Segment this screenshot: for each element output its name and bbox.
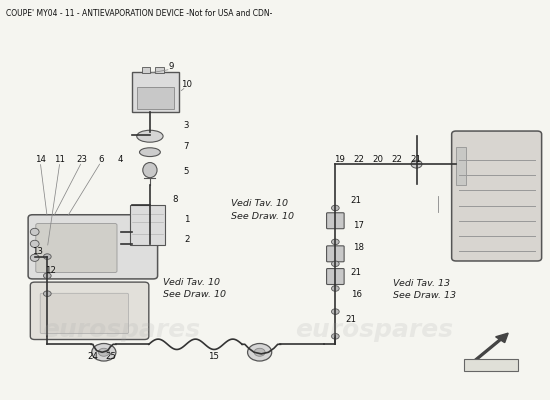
Text: 18: 18 <box>353 243 364 252</box>
Text: 15: 15 <box>208 352 219 361</box>
Text: 23: 23 <box>76 155 87 164</box>
Circle shape <box>411 160 422 168</box>
Text: COUPE' MY04 - 11 - ANTIEVAPORATION DEVICE -Not for USA and CDN-: COUPE' MY04 - 11 - ANTIEVAPORATION DEVIC… <box>6 10 273 18</box>
FancyBboxPatch shape <box>464 360 518 371</box>
FancyBboxPatch shape <box>452 131 542 261</box>
Circle shape <box>332 261 339 266</box>
Text: Vedi Tav. 10
See Draw. 10: Vedi Tav. 10 See Draw. 10 <box>163 278 225 299</box>
FancyBboxPatch shape <box>142 67 151 73</box>
Text: 9: 9 <box>168 62 173 71</box>
Text: Vedi Tav. 13
See Draw. 13: Vedi Tav. 13 See Draw. 13 <box>393 279 456 300</box>
Text: 22: 22 <box>353 155 364 164</box>
Circle shape <box>332 205 339 211</box>
FancyBboxPatch shape <box>28 215 158 279</box>
Text: 21: 21 <box>345 315 356 324</box>
FancyBboxPatch shape <box>133 72 179 112</box>
Text: 22: 22 <box>391 155 402 164</box>
Text: 16: 16 <box>351 290 362 299</box>
Circle shape <box>332 239 339 245</box>
Text: 21: 21 <box>410 155 421 164</box>
Text: 14: 14 <box>35 155 46 164</box>
Text: eurospares: eurospares <box>42 318 200 342</box>
Text: 17: 17 <box>353 222 364 230</box>
FancyBboxPatch shape <box>36 224 117 272</box>
Text: 12: 12 <box>45 266 56 276</box>
Text: 25: 25 <box>105 352 116 361</box>
Ellipse shape <box>137 130 163 142</box>
Circle shape <box>248 344 272 361</box>
Text: 6: 6 <box>98 155 104 164</box>
Text: 2: 2 <box>184 235 190 244</box>
FancyBboxPatch shape <box>456 147 466 185</box>
Text: 21: 21 <box>351 196 362 205</box>
FancyBboxPatch shape <box>130 205 166 245</box>
Circle shape <box>43 291 51 296</box>
Ellipse shape <box>30 240 39 248</box>
FancyBboxPatch shape <box>327 268 344 284</box>
Circle shape <box>43 254 51 259</box>
FancyBboxPatch shape <box>137 87 174 109</box>
FancyBboxPatch shape <box>327 246 344 262</box>
Text: 3: 3 <box>183 120 189 130</box>
Text: 24: 24 <box>87 352 98 361</box>
Text: 10: 10 <box>180 80 191 89</box>
Circle shape <box>332 286 339 291</box>
Text: 20: 20 <box>373 155 384 164</box>
Text: 11: 11 <box>54 155 65 164</box>
Circle shape <box>92 344 116 361</box>
Circle shape <box>332 334 339 339</box>
FancyArrow shape <box>475 333 508 361</box>
Text: Vedi Tav. 10
See Draw. 10: Vedi Tav. 10 See Draw. 10 <box>231 199 294 221</box>
FancyBboxPatch shape <box>30 282 149 340</box>
Ellipse shape <box>30 254 39 261</box>
Ellipse shape <box>143 162 157 178</box>
Text: 1: 1 <box>184 215 190 224</box>
Text: 13: 13 <box>32 247 43 256</box>
Text: 19: 19 <box>334 155 345 164</box>
FancyBboxPatch shape <box>40 293 129 334</box>
Text: 4: 4 <box>118 155 123 164</box>
Text: 21: 21 <box>351 268 362 277</box>
Text: 7: 7 <box>183 142 189 151</box>
Circle shape <box>332 309 339 314</box>
Text: 5: 5 <box>183 167 189 176</box>
Circle shape <box>254 348 265 356</box>
Text: eurospares: eurospares <box>295 318 453 342</box>
Circle shape <box>43 273 51 278</box>
Circle shape <box>98 348 109 356</box>
FancyBboxPatch shape <box>327 213 344 229</box>
Text: 8: 8 <box>172 196 178 204</box>
FancyBboxPatch shape <box>156 67 164 73</box>
Ellipse shape <box>140 148 161 156</box>
Ellipse shape <box>30 228 39 236</box>
